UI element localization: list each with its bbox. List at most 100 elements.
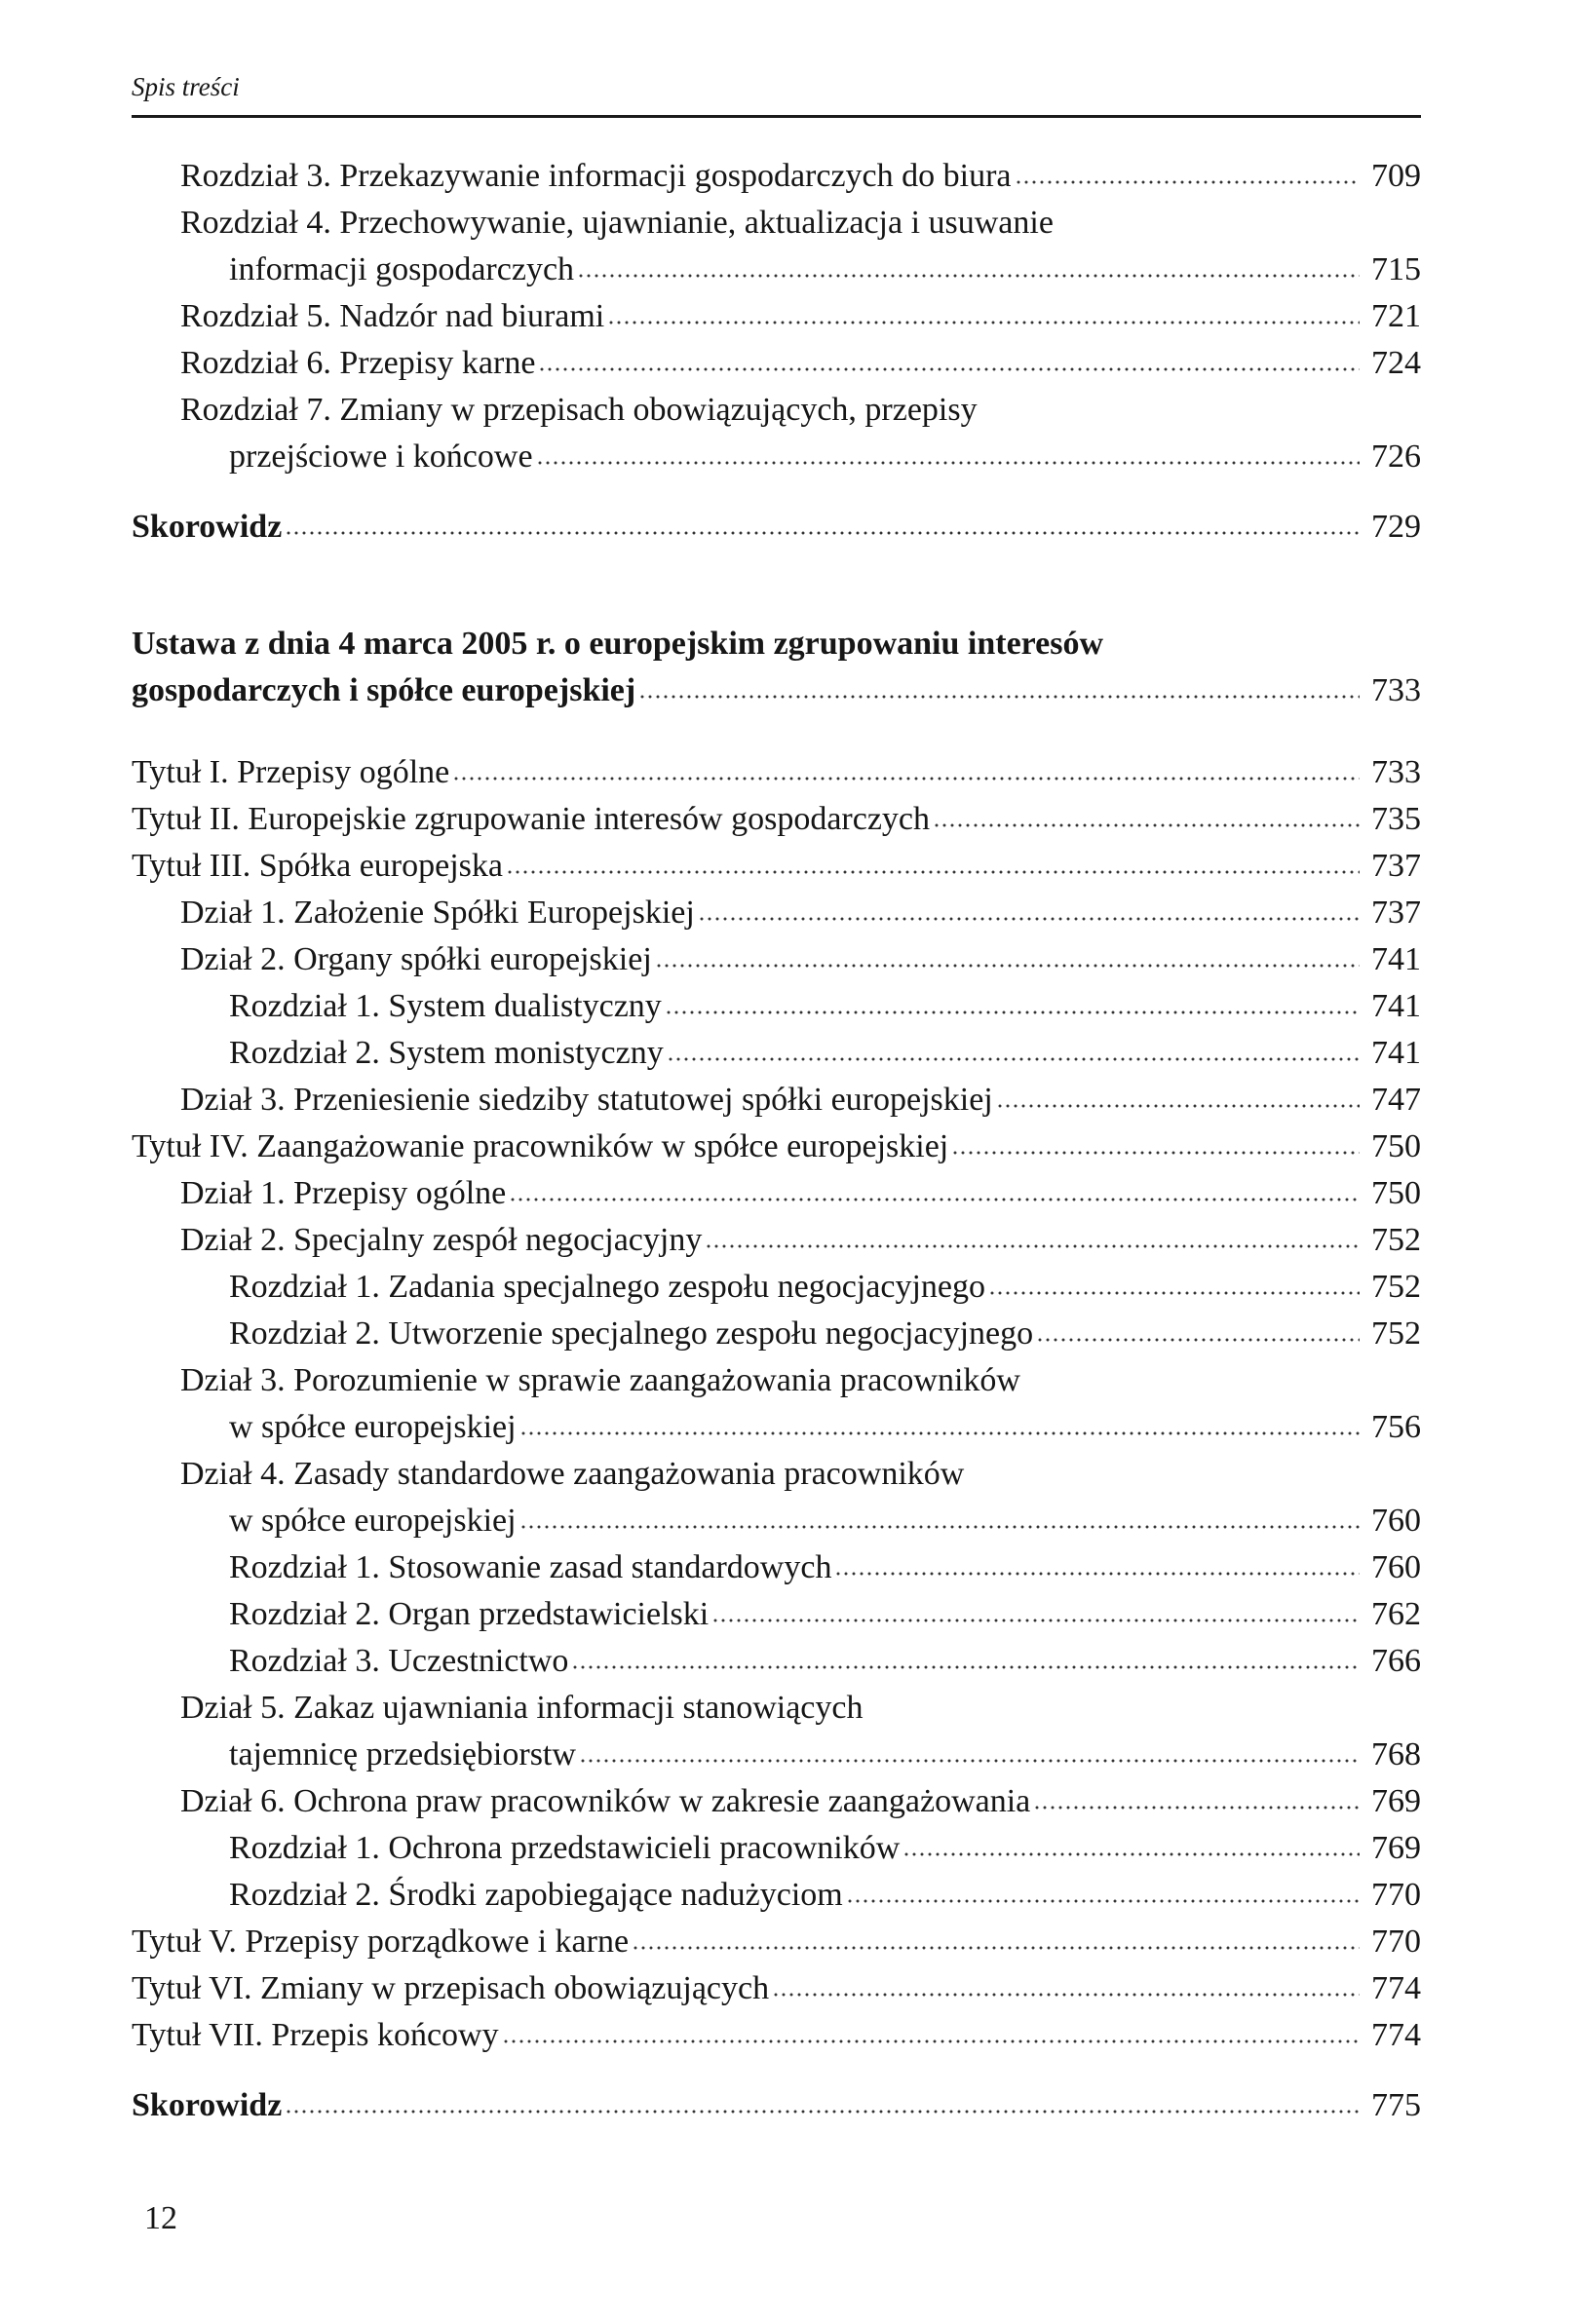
toc-entry-title: Dział 4. Zasady standardowe zaangażowani… (180, 1456, 965, 1492)
toc-entry-title: Rozdział 2. Organ przedstawicielski (229, 1596, 710, 1632)
toc-entry: Rozdział 1. System dualistyczny 741 (132, 983, 1421, 1030)
toc-entry: przejściowe i końcowe 726 (132, 434, 1421, 480)
toc-entry-title: Skorowidz (132, 2087, 283, 2123)
dot-leader (933, 823, 1360, 827)
toc-entry: Skorowidz 775 (132, 2082, 1421, 2129)
toc-entry-page: 774 (1371, 2017, 1421, 2053)
toc-entry: Dział 3. Porozumienie w sprawie zaangażo… (132, 1357, 1421, 1404)
toc-entry-title: Dział 3. Przeniesienie siedziby statutow… (180, 1082, 993, 1118)
running-head: Spis treści (132, 72, 240, 101)
dot-leader (902, 1852, 1360, 1856)
dot-leader (638, 695, 1360, 699)
toc-entry-title: Dział 5. Zakaz ujawniania informacji sta… (180, 1690, 864, 1726)
dot-leader (772, 1993, 1360, 1997)
header-rule (132, 115, 1421, 118)
toc-entry-page: 741 (1371, 1035, 1421, 1071)
dot-leader (988, 1291, 1360, 1295)
dot-leader (571, 1665, 1360, 1669)
toc-entry: Rozdział 1. Zadania specjalnego zespołu … (132, 1264, 1421, 1311)
toc-entry-title: Dział 1. Przepisy ogólne (180, 1175, 507, 1211)
toc-entry: Tytuł I. Przepisy ogólne 733 (132, 749, 1421, 796)
toc-entry: Rozdział 1. Stosowanie zasad standardowy… (132, 1544, 1421, 1591)
toc-entry-page: 724 (1371, 345, 1421, 381)
toc-entry: Dział 4. Zasady standardowe zaangażowani… (132, 1451, 1421, 1498)
toc-entry-page: 733 (1371, 672, 1421, 708)
dot-leader (697, 917, 1360, 921)
toc-entry: Rozdział 2. Utworzenie specjalnego zespo… (132, 1311, 1421, 1357)
toc-entry-page: 750 (1371, 1175, 1421, 1211)
toc-entry-title: Rozdział 1. Zadania specjalnego zespołu … (229, 1269, 986, 1305)
dot-leader (285, 2110, 1360, 2114)
toc-entry-page: 747 (1371, 1082, 1421, 1118)
toc-entry: Dział 5. Zakaz ujawniania informacji sta… (132, 1685, 1421, 1732)
toc-entry: Rozdział 6. Przepisy karne 724 (132, 340, 1421, 387)
toc-entry-title: Tytuł II. Europejskie zgrupowanie intere… (132, 801, 931, 837)
toc-entry: Tytuł V. Przepisy porządkowe i karne 770 (132, 1919, 1421, 1965)
toc-entry-page: 737 (1371, 848, 1421, 884)
dot-leader (518, 1525, 1360, 1529)
toc-entry-page: 750 (1371, 1128, 1421, 1164)
toc-entry: tajemnicę przedsiębiorstw 768 (132, 1732, 1421, 1778)
toc-entry: Rozdział 3. Przekazywanie informacji gos… (132, 153, 1421, 200)
toc-entry-page: 766 (1371, 1643, 1421, 1679)
toc-entry-title: Skorowidz (132, 509, 283, 545)
toc-entry: Dział 2. Specjalny zespół negocjacyjny 75… (132, 1217, 1421, 1264)
dot-leader (452, 777, 1360, 781)
table-of-contents: Rozdział 3. Przekazywanie informacji gos… (132, 153, 1421, 2129)
toc-entry-page: 729 (1371, 509, 1421, 545)
toc-entry-page: 756 (1371, 1409, 1421, 1445)
dot-leader (285, 531, 1360, 535)
toc-entry: w spółce europejskiej 760 (132, 1498, 1421, 1544)
dot-leader (1014, 180, 1360, 184)
toc-entry: Rozdział 5. Nadzór nad biurami 721 (132, 293, 1421, 340)
dot-leader (654, 964, 1360, 968)
spacer (132, 480, 1421, 504)
dot-leader (951, 1151, 1360, 1155)
spacer (132, 551, 1421, 621)
toc-entry: Dział 2. Organy spółki europejskiej 741 (132, 936, 1421, 983)
toc-entry-page: 733 (1371, 754, 1421, 790)
toc-entry: Dział 1. Przepisy ogólne 750 (132, 1170, 1421, 1217)
toc-entry: Rozdział 3. Uczestnictwo 766 (132, 1638, 1421, 1685)
dot-leader (845, 1899, 1360, 1903)
toc-entry-title: Dział 1. Założenie Spółki Europejskiej (180, 895, 695, 931)
toc-entry-page: 735 (1371, 801, 1421, 837)
toc-entry-title: Rozdział 1. System dualistyczny (229, 988, 662, 1024)
dot-leader (578, 1759, 1360, 1763)
dot-leader (711, 1619, 1360, 1622)
toc-entry-page: 752 (1371, 1269, 1421, 1305)
toc-entry-title: Tytuł VI. Zmiany w przepisach obowiązują… (132, 1970, 770, 2006)
toc-entry-page: 760 (1371, 1549, 1421, 1585)
dot-leader (1036, 1338, 1360, 1342)
toc-entry: Tytuł II. Europejskie zgrupowanie intere… (132, 796, 1421, 843)
toc-entry: Tytuł VI. Zmiany w przepisach obowiązują… (132, 1965, 1421, 2012)
toc-entry: Skorowidz 729 (132, 504, 1421, 551)
dot-leader (664, 1010, 1360, 1014)
toc-entry-page: 726 (1371, 438, 1421, 475)
toc-entry-title: Dział 6. Ochrona praw pracowników w zakr… (180, 1783, 1031, 1819)
toc-entry-title: Tytuł V. Przepisy porządkowe i karne (132, 1924, 630, 1960)
toc-entry-title: Rozdział 1. Ochrona przedstawicieli prac… (229, 1830, 901, 1866)
spacer (132, 2059, 1421, 2082)
toc-entry-title: Rozdział 2. System monistyczny (229, 1035, 664, 1071)
toc-entry-page: 752 (1371, 1315, 1421, 1352)
toc-entry: Rozdział 2. System monistyczny 741 (132, 1030, 1421, 1077)
toc-entry-page: 769 (1371, 1830, 1421, 1866)
toc-entry-title: Rozdział 1. Stosowanie zasad standardowy… (229, 1549, 832, 1585)
toc-entry-page: 770 (1371, 1877, 1421, 1913)
toc-entry-title: Tytuł IV. Zaangażowanie pracowników w sp… (132, 1128, 949, 1164)
toc-entry: w spółce europejskiej 756 (132, 1404, 1421, 1451)
dot-leader (632, 1946, 1360, 1950)
dot-leader (501, 2039, 1360, 2043)
toc-entry-title: Tytuł VII. Przepis końcowy (132, 2017, 499, 2053)
toc-entry-title: Ustawa z dnia 4 marca 2005 r. o europejs… (132, 626, 1104, 662)
dot-leader (666, 1057, 1360, 1061)
toc-entry-page: 768 (1371, 1736, 1421, 1772)
toc-entry: Rozdział 1. Ochrona przedstawicieli prac… (132, 1825, 1421, 1872)
toc-entry-page: 760 (1371, 1503, 1421, 1539)
dot-leader (577, 274, 1360, 278)
toc-entry-title: tajemnicę przedsiębiorstw (229, 1736, 576, 1772)
toc-entry-title: Rozdział 2. Utworzenie specjalnego zespo… (229, 1315, 1034, 1352)
toc-entry: Rozdział 7. Zmiany w przepisach obowiązu… (132, 387, 1421, 434)
dot-leader (705, 1244, 1360, 1248)
